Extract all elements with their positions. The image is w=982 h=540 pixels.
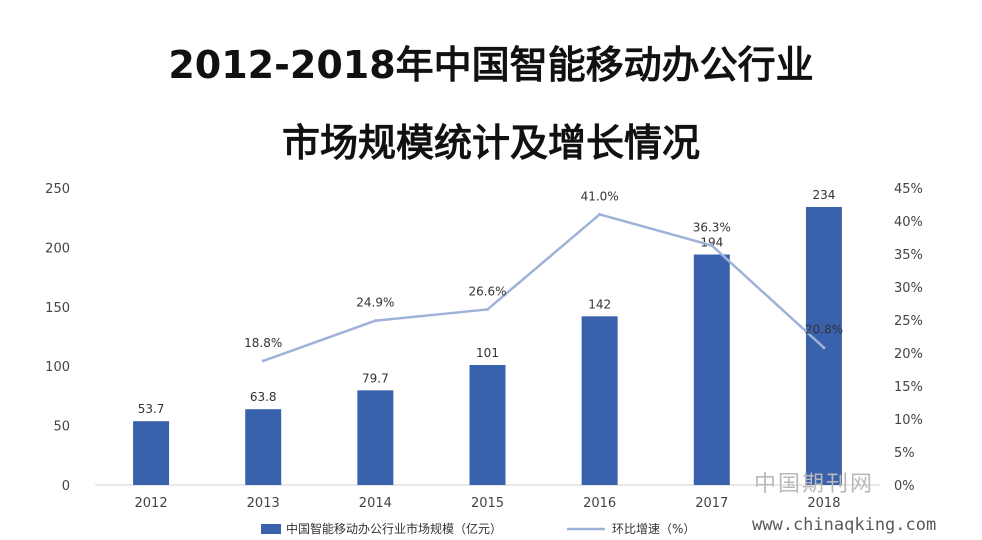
watermark-url: www.chinaqking.com bbox=[752, 515, 936, 535]
bar bbox=[245, 409, 282, 485]
line-point bbox=[373, 319, 377, 323]
legend-bar-swatch bbox=[261, 524, 281, 534]
growth-rate-line bbox=[262, 213, 825, 363]
legend-bar-label: 中国智能移动办公行业市场规模（亿元） bbox=[286, 521, 502, 536]
bar-value-label: 234 bbox=[812, 188, 835, 202]
chart-title-line1: 2012-2018年中国智能移动办公行业 bbox=[168, 43, 814, 87]
bar-value-label: 63.8 bbox=[250, 390, 277, 404]
right-axis-tick: 30% bbox=[894, 281, 923, 296]
left-axis-tick: 150 bbox=[45, 301, 70, 316]
x-tick-label: 2015 bbox=[471, 496, 504, 511]
bar-data-labels: 53.7 63.8 79.7 101 142 194 234 bbox=[138, 188, 836, 416]
x-tick-label: 2012 bbox=[135, 496, 168, 511]
line-point bbox=[261, 359, 265, 363]
line-value-label: 20.8% bbox=[805, 323, 843, 337]
bar-value-label: 101 bbox=[476, 346, 499, 360]
right-axis-tick: 45% bbox=[894, 182, 923, 197]
right-axis-tick: 35% bbox=[894, 248, 923, 263]
right-axis-tick: 10% bbox=[894, 413, 923, 428]
chart-title-line2: 市场规模统计及增长情况 bbox=[281, 121, 700, 165]
right-axis-tick: 40% bbox=[894, 215, 923, 230]
x-tick-label: 2016 bbox=[583, 496, 616, 511]
watermark-cn: 中国期刊网 bbox=[754, 472, 874, 497]
line-point bbox=[598, 212, 602, 216]
bar bbox=[469, 365, 506, 485]
x-axis-labels: 2012 2013 2014 2015 2016 2017 2018 bbox=[135, 496, 841, 511]
line-data-labels: 18.8% 24.9% 26.6% 41.0% 36.3% 20.8% bbox=[244, 189, 843, 350]
x-tick-label: 2017 bbox=[695, 496, 728, 511]
legend: 中国智能移动办公行业市场规模（亿元） 环比增速（%） bbox=[261, 521, 695, 536]
watermark: 中国期刊网 www.chinaqking.com bbox=[752, 472, 936, 535]
left-axis-tick: 200 bbox=[45, 241, 70, 256]
x-tick-label: 2013 bbox=[247, 496, 280, 511]
bar bbox=[693, 254, 730, 485]
bar bbox=[357, 390, 394, 485]
line-value-label: 36.3% bbox=[693, 220, 731, 234]
line-value-label: 26.6% bbox=[468, 284, 506, 298]
left-axis-tick: 0 bbox=[62, 479, 70, 494]
bar-value-label: 142 bbox=[588, 297, 611, 311]
line-point bbox=[486, 307, 489, 311]
x-tick-label: 2018 bbox=[807, 496, 840, 511]
bar bbox=[581, 316, 618, 485]
right-y-axis: 0% 5% 10% 15% 20% 25% 30% 35% 40% 45% bbox=[894, 182, 923, 494]
bar-value-label: 53.7 bbox=[138, 402, 165, 416]
line-value-label: 41.0% bbox=[581, 189, 619, 203]
right-axis-tick: 0% bbox=[894, 479, 915, 494]
line-series bbox=[261, 212, 826, 363]
bar-value-label: 194 bbox=[700, 236, 723, 250]
bar bbox=[133, 421, 170, 485]
right-axis-tick: 25% bbox=[894, 314, 923, 329]
left-y-axis: 0 50 100 150 200 250 bbox=[45, 182, 70, 494]
line-point bbox=[710, 243, 714, 247]
legend-line-label: 环比增速（%） bbox=[612, 522, 695, 536]
line-value-label: 24.9% bbox=[356, 296, 394, 310]
right-axis-tick: 5% bbox=[894, 446, 915, 461]
right-axis-tick: 20% bbox=[894, 347, 923, 362]
x-tick-label: 2014 bbox=[359, 496, 392, 511]
left-axis-tick: 100 bbox=[45, 360, 70, 375]
left-axis-tick: 250 bbox=[45, 182, 70, 197]
bar bbox=[805, 207, 842, 485]
line-point bbox=[822, 346, 826, 350]
bar-value-label: 79.7 bbox=[362, 371, 389, 385]
left-axis-tick: 50 bbox=[53, 420, 70, 435]
line-value-label: 18.8% bbox=[244, 336, 282, 350]
right-axis-tick: 15% bbox=[894, 380, 923, 395]
bar-series bbox=[133, 207, 842, 485]
